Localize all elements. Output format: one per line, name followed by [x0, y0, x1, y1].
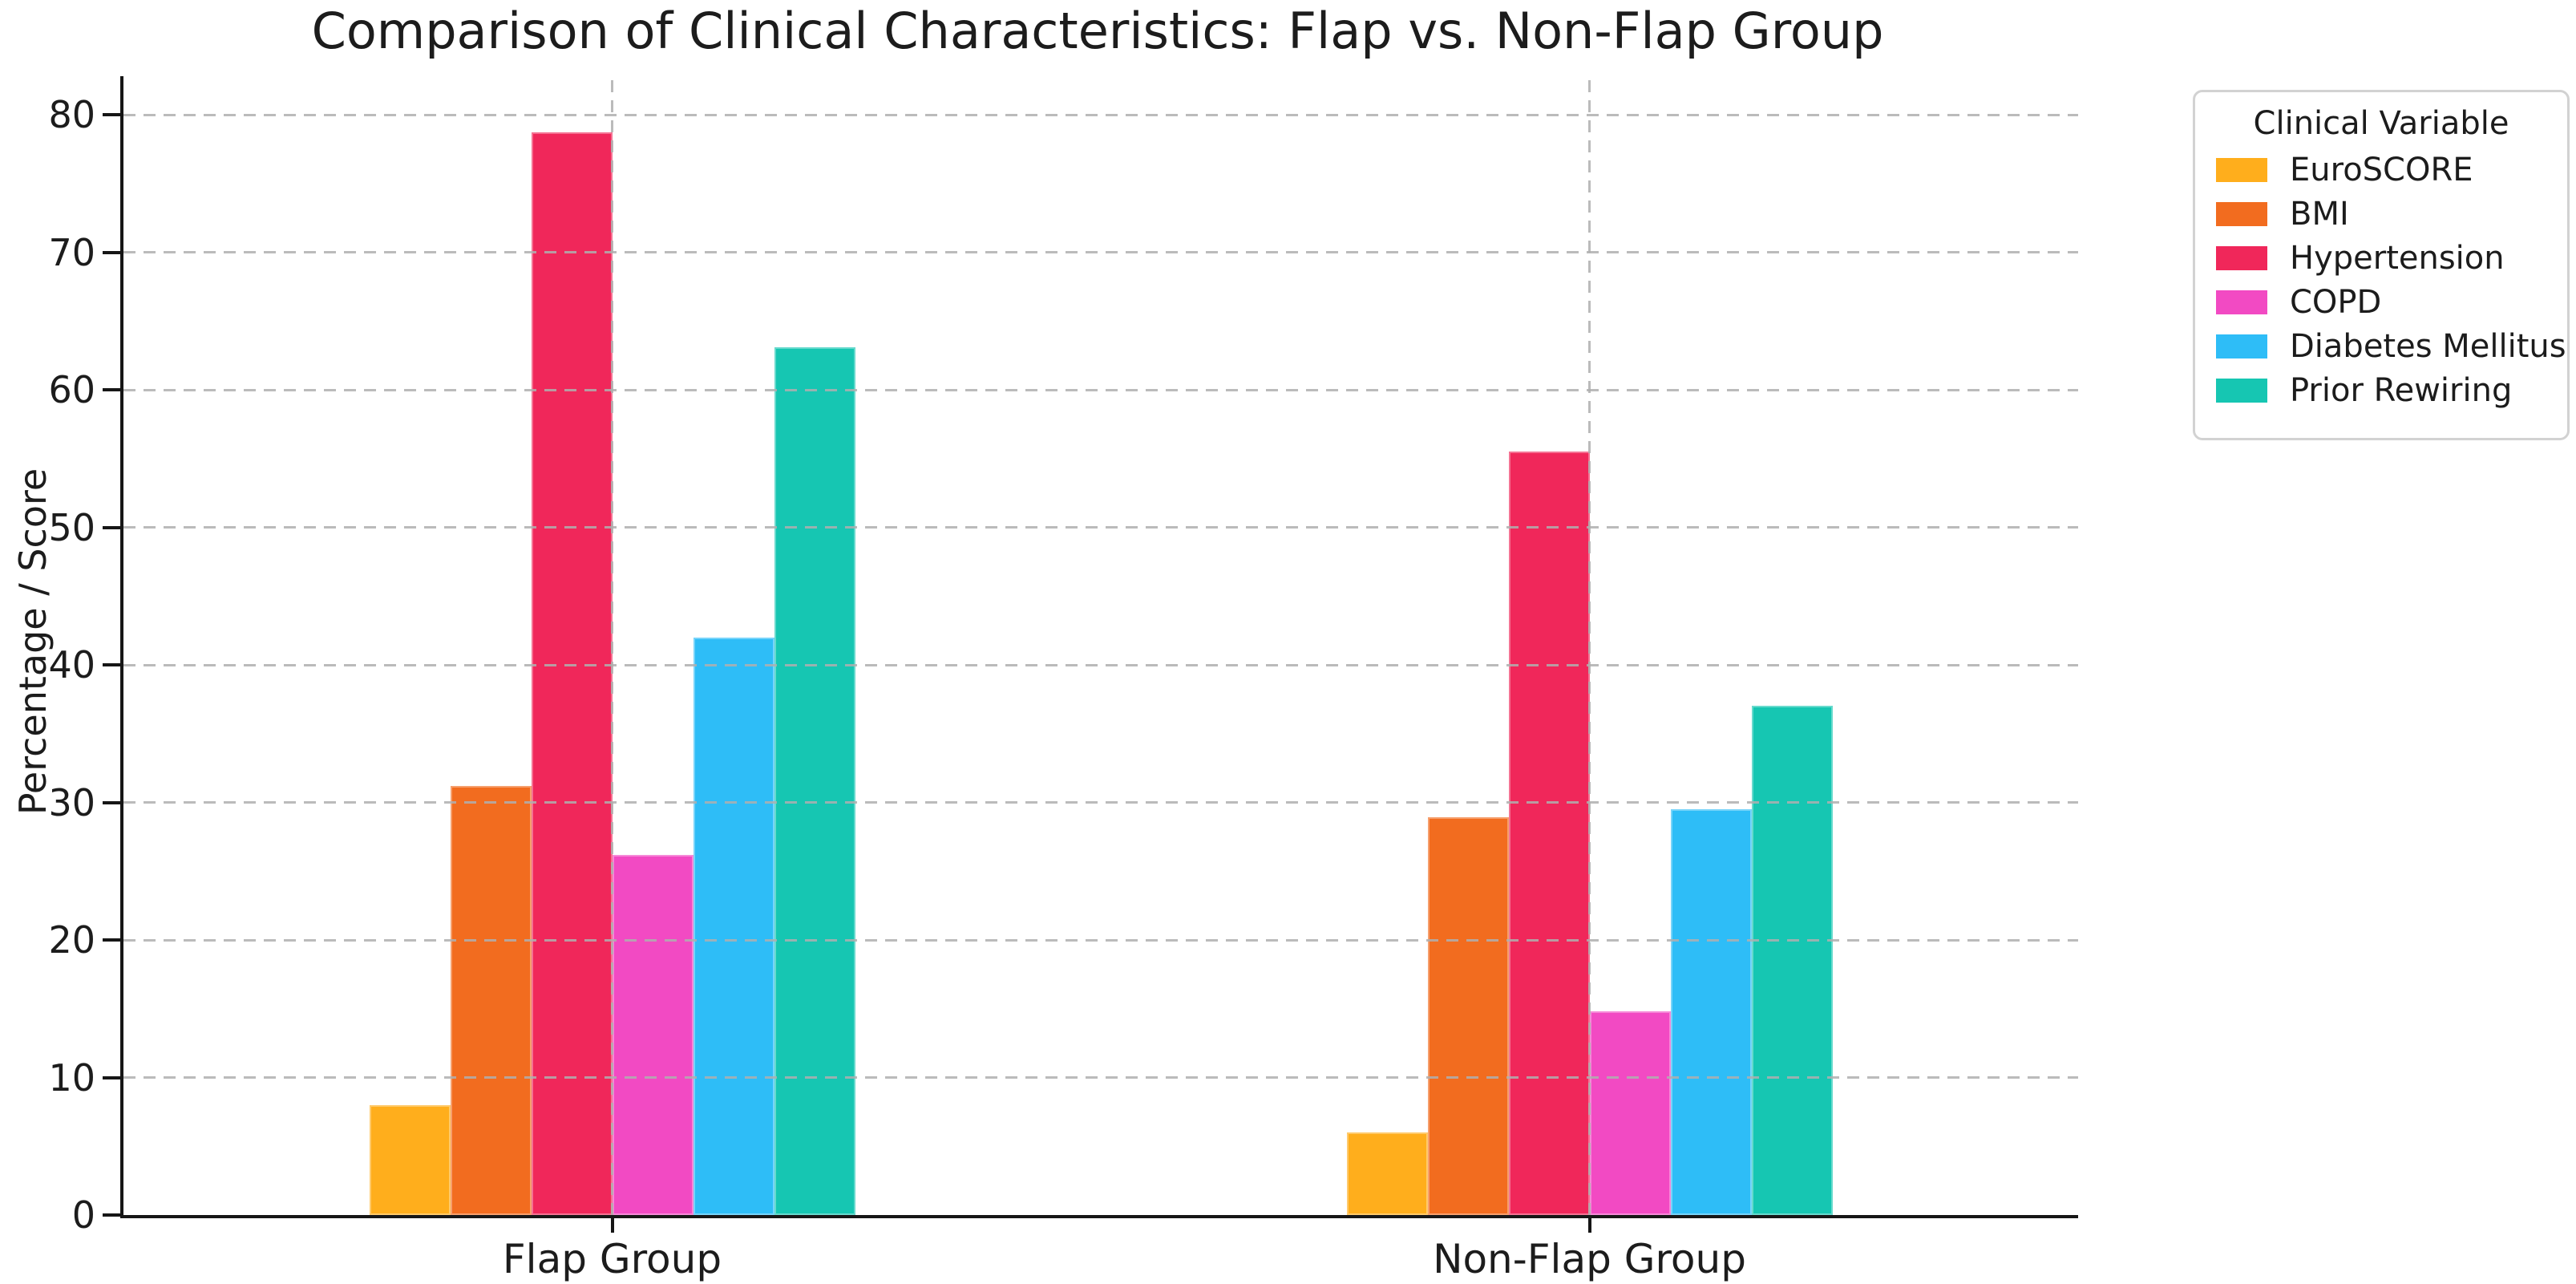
- y-gridline-50: [123, 526, 2078, 529]
- bar-flap-group-euroscore: [369, 1104, 451, 1215]
- legend-item-bmi: BMI: [2216, 198, 2546, 230]
- bar-non-flap-group-euroscore: [1346, 1132, 1428, 1215]
- prior-rewiring-swatch-icon: [2216, 379, 2267, 403]
- bar-non-flap-group-prior-rewiring: [1751, 706, 1833, 1215]
- legend-item-prior-rewiring: Prior Rewiring: [2216, 375, 2546, 407]
- y-tick-mark-50: [103, 525, 120, 529]
- legend-label-copd: COPD: [2290, 284, 2382, 321]
- y-tick-label-10: 10: [48, 1055, 95, 1100]
- x-tick-label-flap-group: Flap Group: [502, 1236, 722, 1282]
- legend-label-prior-rewiring: Prior Rewiring: [2290, 372, 2513, 409]
- legend-items: EuroSCORE BMI Hypertension COPD Diabetes Mel…: [2216, 154, 2566, 407]
- y-tick-label-40: 40: [48, 643, 95, 687]
- x-tick-mark-non-flap-group: [1587, 1218, 1591, 1233]
- x-tick-label-non-flap-group: Non-Flap Group: [1433, 1236, 1746, 1282]
- y-tick-mark-60: [103, 388, 120, 391]
- x-tick-mark-flap-group: [610, 1218, 614, 1233]
- y-tick-mark-80: [103, 113, 120, 117]
- y-tick-label-60: 60: [48, 368, 95, 411]
- legend-label-diabetes-mellitus: Diabetes Mellitus: [2290, 328, 2566, 365]
- y-tick-mark-0: [103, 1213, 120, 1217]
- legend-title: Clinical Variable: [2253, 105, 2509, 142]
- bmi-swatch-icon: [2216, 202, 2267, 226]
- plot-area: 0 10 20 30 40 50 60 70 80 Flap Group Non-Flap Grou…: [48, 76, 2078, 1282]
- bar-flap-group-bmi: [450, 785, 532, 1215]
- y-tick-label-0: 0: [71, 1193, 95, 1237]
- y-tick-mark-70: [103, 250, 120, 254]
- copd-swatch-icon: [2216, 290, 2267, 314]
- bar-flap-group-copd: [612, 854, 694, 1215]
- euroscore-swatch-icon: [2216, 158, 2267, 182]
- bar-flap-group-diabetes-mellitus: [693, 637, 774, 1215]
- legend-item-hypertension: Hypertension: [2216, 242, 2546, 274]
- legend-item-diabetes-mellitus: Diabetes Mellitus: [2216, 330, 2566, 363]
- bar-non-flap-group-bmi: [1427, 817, 1509, 1215]
- legend-item-euroscore: EuroSCORE: [2216, 154, 2546, 186]
- diabetes-mellitus-swatch-icon: [2216, 334, 2267, 358]
- y-gridline-40: [123, 663, 2078, 666]
- y-tick-label-80: 80: [48, 93, 95, 137]
- y-tick-mark-10: [103, 1075, 120, 1079]
- legend-label-hypertension: Hypertension: [2290, 240, 2505, 277]
- bar-flap-group-hypertension: [531, 132, 613, 1215]
- legend-item-copd: COPD: [2216, 286, 2546, 318]
- y-tick-mark-40: [103, 663, 120, 666]
- bar-non-flap-group-copd: [1589, 1011, 1671, 1215]
- legend: Clinical Variable EuroSCORE BMI Hypertensi…: [2193, 90, 2570, 440]
- y-tick-label-20: 20: [48, 918, 95, 962]
- y-tick-mark-20: [103, 938, 120, 942]
- y-tick-mark-30: [103, 800, 120, 804]
- y-gridline-60: [123, 388, 2078, 391]
- y-tick-label-70: 70: [48, 230, 95, 274]
- chart-title: Comparison of Clinical Characteristics: …: [311, 2, 1884, 60]
- hypertension-swatch-icon: [2216, 246, 2267, 270]
- y-tick-label-50: 50: [48, 505, 95, 549]
- bar-non-flap-group-hypertension: [1508, 452, 1590, 1215]
- bar-non-flap-group-diabetes-mellitus: [1670, 809, 1752, 1215]
- y-gridline-70: [123, 251, 2078, 254]
- legend-label-bmi: BMI: [2290, 196, 2349, 233]
- y-tick-label-30: 30: [48, 780, 95, 824]
- legend-label-euroscore: EuroSCORE: [2290, 152, 2473, 188]
- bar-flap-group-prior-rewiring: [774, 346, 855, 1215]
- y-gridline-80: [123, 113, 2078, 116]
